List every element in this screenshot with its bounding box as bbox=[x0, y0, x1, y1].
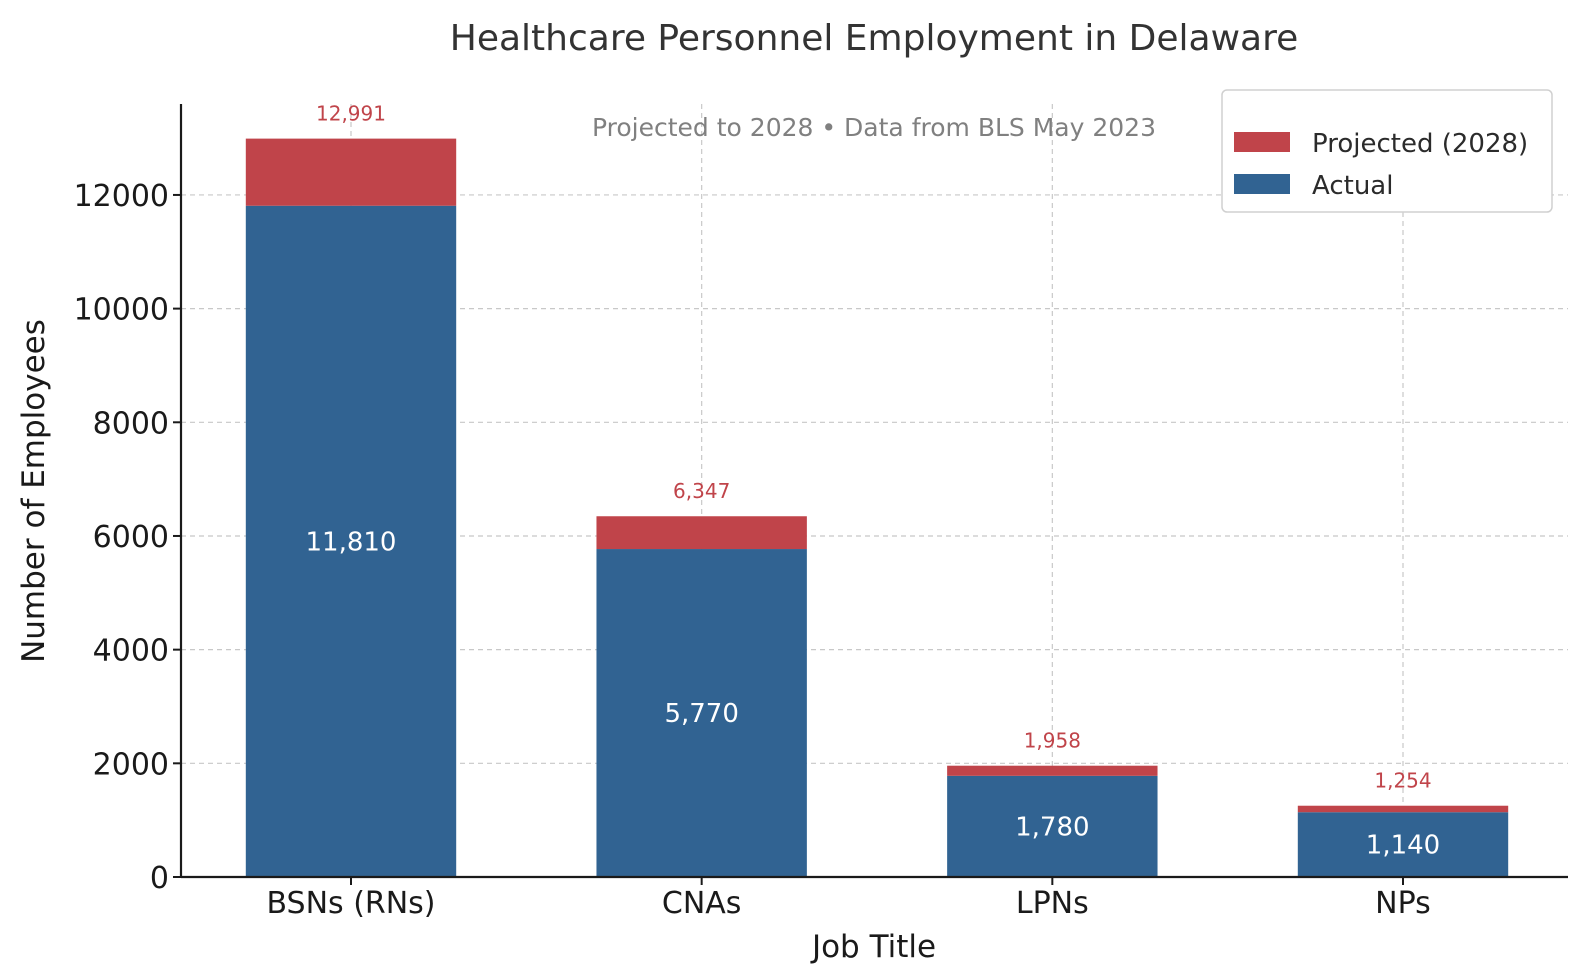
y-tick-label: 12000 bbox=[74, 179, 169, 214]
bar-label-actual: 5,770 bbox=[664, 699, 738, 729]
chart-subtitle: Projected to 2028 • Data from BLS May 20… bbox=[592, 113, 1156, 142]
x-tick-label: CNAs bbox=[662, 886, 742, 921]
x-tick-label: NPs bbox=[1375, 886, 1431, 921]
bar-actual bbox=[245, 205, 457, 877]
bar-actual bbox=[596, 549, 807, 877]
legend-swatch-actual bbox=[1234, 174, 1290, 194]
legend: Projected (2028) Actual bbox=[1221, 89, 1553, 213]
bar-label-projected: 1,958 bbox=[1024, 729, 1081, 753]
chart-title: Healthcare Personnel Employment in Delaw… bbox=[450, 18, 1299, 59]
y-axis-label: Number of Employees bbox=[16, 319, 52, 663]
x-tick-label: LPNs bbox=[1016, 886, 1089, 921]
bar-actual bbox=[1297, 812, 1509, 877]
bar-projected bbox=[947, 765, 1158, 776]
y-tick-label: 4000 bbox=[93, 634, 169, 669]
bar-label-projected: 12,991 bbox=[316, 102, 386, 126]
y-tick-label: 8000 bbox=[93, 406, 169, 441]
tick-labels: 0 2000 4000 6000 8000 10000 12000 BSNs (RNs) CNA… bbox=[74, 179, 1431, 921]
bar-actual bbox=[947, 775, 1158, 877]
bar-projected bbox=[596, 516, 807, 550]
legend-label-projected: Projected (2028) bbox=[1312, 129, 1528, 159]
legend-frame bbox=[1221, 89, 1553, 213]
bar-label-projected: 6,347 bbox=[673, 479, 730, 503]
x-axis-label: Job Title bbox=[810, 929, 936, 965]
bar-projected bbox=[245, 138, 457, 206]
bar-label-actual: 1,140 bbox=[1366, 831, 1440, 861]
y-tick-label: 6000 bbox=[93, 520, 169, 555]
bar-label-projected: 1,254 bbox=[1374, 769, 1431, 793]
bar-label-actual: 1,780 bbox=[1015, 812, 1089, 842]
bar-label-actual: 11,810 bbox=[306, 527, 397, 557]
axes bbox=[179, 104, 1568, 879]
bars: 11,810 12,991 5,770 6,347 1,780 1,958 1,140 1,2… bbox=[245, 102, 1509, 877]
y-tick-label: 2000 bbox=[93, 747, 169, 782]
x-tick-label: BSNs (RNs) bbox=[266, 886, 435, 921]
legend-label-actual: Actual bbox=[1312, 171, 1393, 201]
bar-projected bbox=[1297, 805, 1509, 813]
y-tick-label: 10000 bbox=[74, 293, 169, 328]
legend-swatch-projected bbox=[1234, 132, 1290, 152]
y-tick-label: 0 bbox=[150, 861, 169, 896]
